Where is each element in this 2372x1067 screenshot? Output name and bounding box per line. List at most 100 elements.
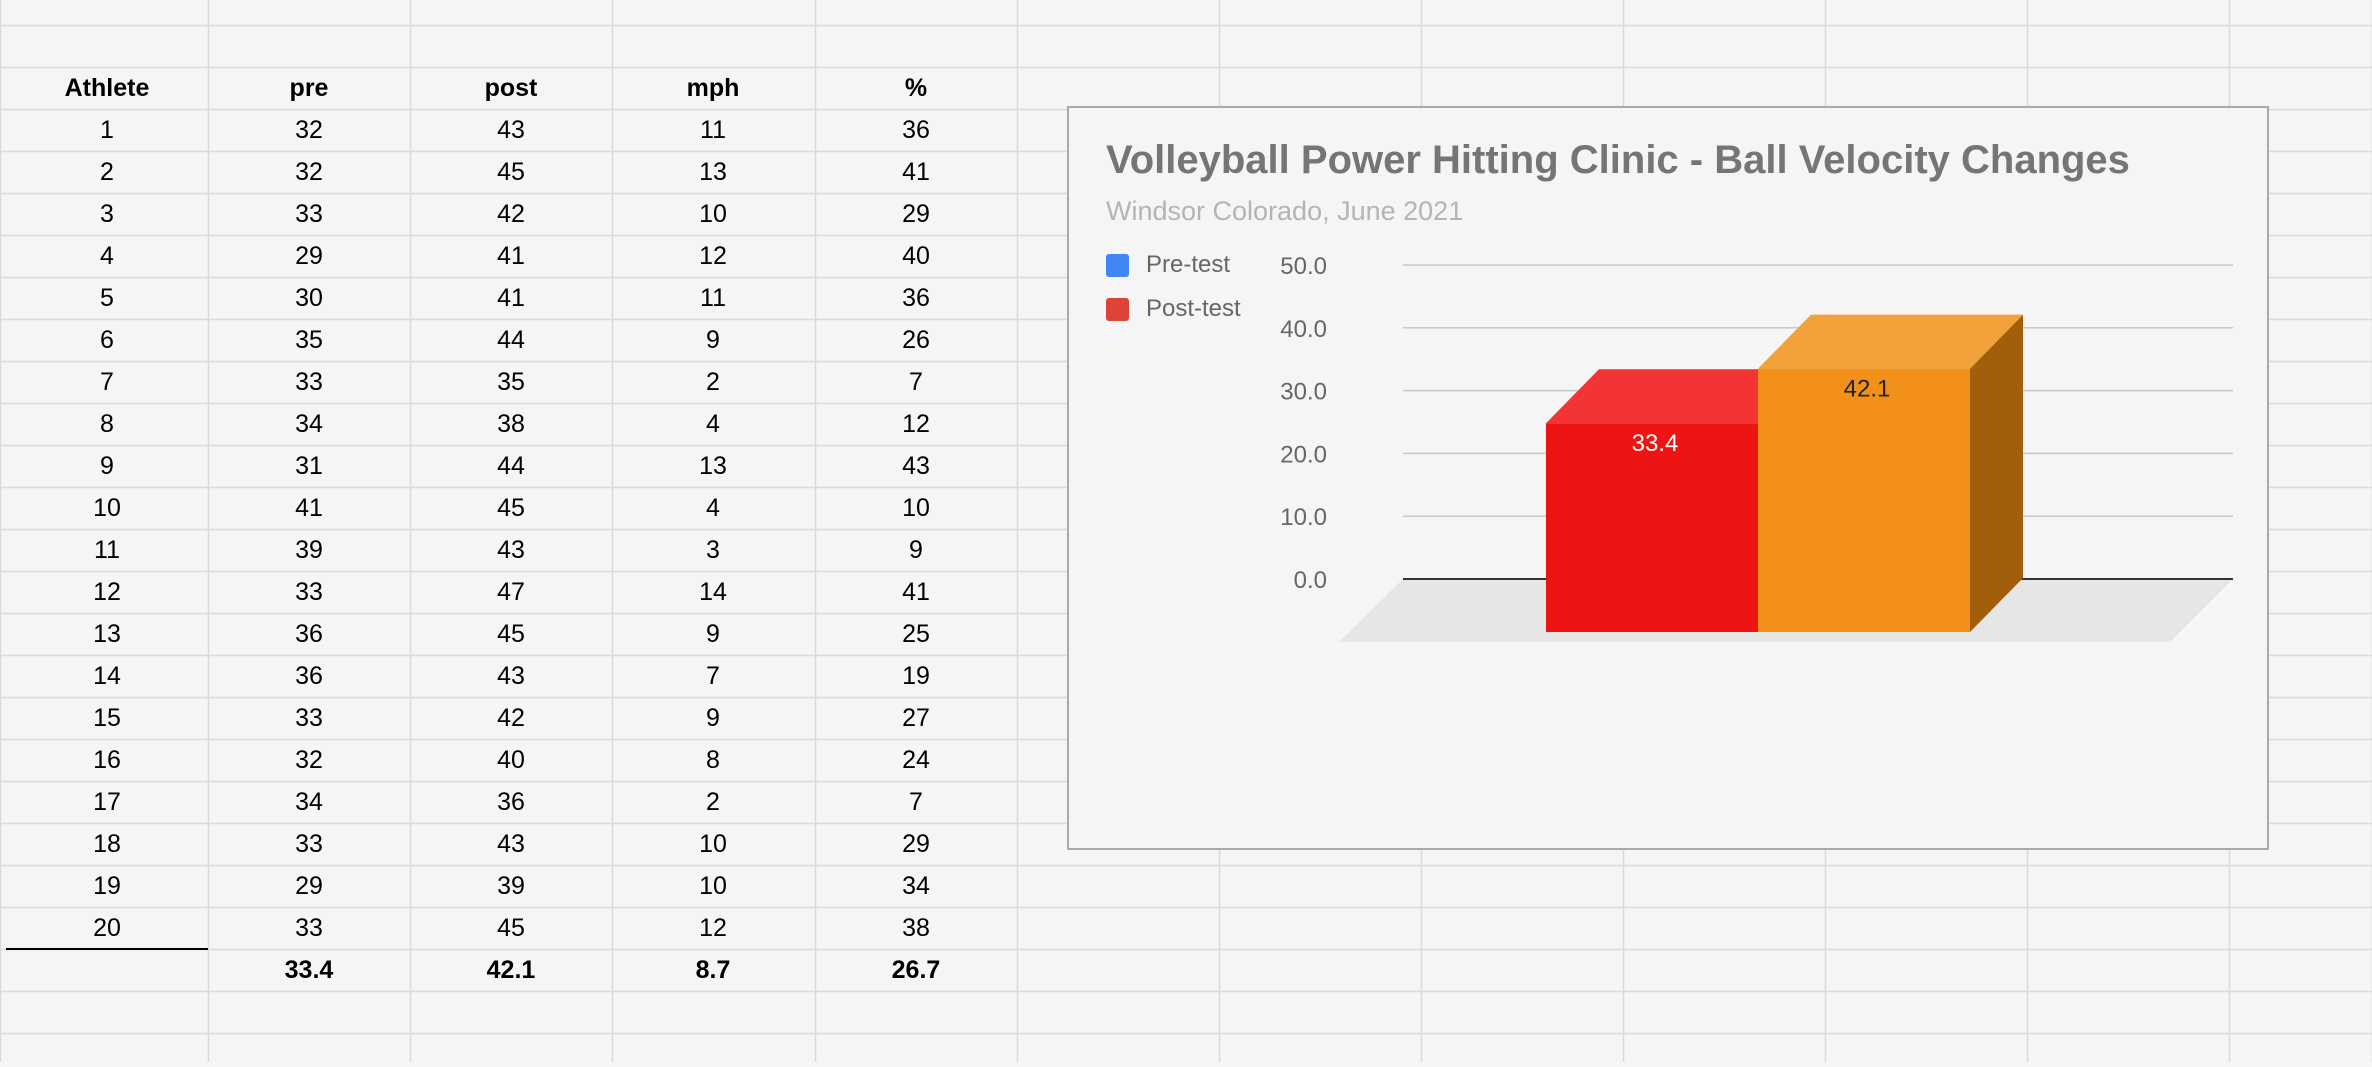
table-cell[interactable]: 29	[295, 241, 323, 270]
table-cell[interactable]: 41	[497, 241, 525, 270]
table-cell[interactable]: 45	[497, 913, 525, 942]
table-cell[interactable]: 29	[902, 199, 930, 228]
table-cell[interactable]: 43	[497, 661, 525, 690]
table-cell[interactable]: 38	[902, 913, 930, 942]
table-cell[interactable]: 33	[295, 829, 323, 858]
table-cell[interactable]: 47	[497, 577, 525, 606]
table-cell[interactable]: 41	[497, 283, 525, 312]
table-cell[interactable]: 7	[909, 787, 923, 816]
table-cell[interactable]: 32	[295, 115, 323, 144]
table-cell[interactable]: 13	[699, 451, 727, 480]
table-cell[interactable]: 10	[699, 871, 727, 900]
table-cell[interactable]: 19	[93, 871, 121, 900]
table-cell[interactable]: 42	[497, 199, 525, 228]
table-cell[interactable]: 41	[902, 157, 930, 186]
table-cell[interactable]: 10	[699, 829, 727, 858]
table-cell[interactable]: 1	[100, 115, 114, 144]
table-cell[interactable]: 45	[497, 493, 525, 522]
table-cell[interactable]: 11	[700, 115, 726, 144]
table-cell[interactable]: 26	[902, 325, 930, 354]
table-cell[interactable]: 10	[93, 493, 121, 522]
table-cell[interactable]: 45	[497, 619, 525, 648]
table-cell[interactable]: 43	[902, 451, 930, 480]
table-cell[interactable]: 11	[94, 535, 120, 564]
table-cell[interactable]: 40	[497, 745, 525, 774]
table-cell[interactable]: 9	[706, 619, 720, 648]
table-cell[interactable]: 29	[902, 829, 930, 858]
total-cell[interactable]	[6, 949, 208, 991]
table-cell[interactable]: 12	[902, 409, 930, 438]
table-cell[interactable]: 33	[295, 703, 323, 732]
table-cell[interactable]: 2	[100, 157, 114, 186]
table-cell[interactable]: 36	[295, 661, 323, 690]
table-cell[interactable]: 12	[699, 913, 727, 942]
table-cell[interactable]: 18	[93, 829, 121, 858]
table-cell[interactable]: 27	[902, 703, 930, 732]
table-cell[interactable]: 33	[295, 913, 323, 942]
table-cell[interactable]: 33	[295, 367, 323, 396]
table-cell[interactable]: 38	[497, 409, 525, 438]
table-cell[interactable]: 41	[295, 493, 323, 522]
table-cell[interactable]: 29	[295, 871, 323, 900]
table-cell[interactable]: 12	[699, 241, 727, 270]
table-cell[interactable]: 34	[902, 871, 930, 900]
table-cell[interactable]: 3	[706, 535, 720, 564]
table-cell[interactable]: 44	[497, 451, 525, 480]
table-cell[interactable]: 36	[295, 619, 323, 648]
table-cell[interactable]: 14	[699, 577, 727, 606]
table-cell[interactable]: 9	[100, 451, 114, 480]
table-cell[interactable]: 11	[700, 283, 726, 312]
table-cell[interactable]: 3	[100, 199, 114, 228]
table-cell[interactable]: 45	[497, 157, 525, 186]
total-cell[interactable]: 33.4	[284, 955, 334, 984]
table-cell[interactable]: 6	[100, 325, 114, 354]
table-cell[interactable]: 39	[295, 535, 323, 564]
column-header[interactable]: post	[484, 73, 538, 102]
table-cell[interactable]: 2	[706, 367, 720, 396]
total-cell[interactable]: 26.7	[891, 955, 941, 984]
table-cell[interactable]: 9	[706, 325, 720, 354]
table-cell[interactable]: 10	[699, 199, 727, 228]
total-cell[interactable]: 42.1	[486, 955, 536, 984]
table-cell[interactable]: 32	[295, 745, 323, 774]
table-cell[interactable]: 43	[497, 115, 525, 144]
table-cell[interactable]: 13	[93, 619, 121, 648]
table-cell[interactable]: 32	[295, 157, 323, 186]
table-cell[interactable]: 9	[706, 703, 720, 732]
total-cell[interactable]: 8.7	[695, 955, 731, 984]
table-cell[interactable]: 8	[100, 409, 114, 438]
legend-item-pre-test[interactable]: Pre-test	[1106, 251, 1230, 279]
table-cell[interactable]: 4	[100, 241, 114, 270]
table-cell[interactable]: 7	[706, 661, 720, 690]
table-cell[interactable]: 40	[902, 241, 930, 270]
legend-item-post-test[interactable]: Post-test	[1106, 295, 1241, 323]
table-cell[interactable]: 4	[706, 493, 720, 522]
table-cell[interactable]: 24	[902, 745, 930, 774]
table-cell[interactable]: 12	[93, 577, 121, 606]
chart-container[interactable]: 0.0 10.0 20.0 30.0 40.0 50.0 33.4 42.1 Volleyba…	[1067, 106, 2269, 850]
table-cell[interactable]: 10	[902, 493, 930, 522]
table-cell[interactable]: 39	[497, 871, 525, 900]
table-cell[interactable]: 9	[909, 535, 923, 564]
table-cell[interactable]: 30	[295, 283, 323, 312]
table-cell[interactable]: 35	[295, 325, 323, 354]
table-cell[interactable]: 15	[93, 703, 121, 732]
column-header[interactable]: %	[904, 73, 928, 102]
table-cell[interactable]: 36	[497, 787, 525, 816]
table-cell[interactable]: 17	[93, 787, 121, 816]
table-cell[interactable]: 7	[100, 367, 114, 396]
column-header[interactable]: mph	[686, 73, 740, 102]
table-cell[interactable]: 42	[497, 703, 525, 732]
table-cell[interactable]: 13	[699, 157, 727, 186]
table-cell[interactable]: 19	[902, 661, 930, 690]
table-cell[interactable]: 44	[497, 325, 525, 354]
table-cell[interactable]: 20	[93, 913, 121, 942]
table-cell[interactable]: 25	[902, 619, 930, 648]
column-header[interactable]: pre	[289, 73, 329, 102]
table-cell[interactable]: 16	[93, 745, 121, 774]
table-cell[interactable]: 33	[295, 199, 323, 228]
table-cell[interactable]: 31	[295, 451, 323, 480]
table-cell[interactable]: 36	[902, 115, 930, 144]
table-cell[interactable]: 8	[706, 745, 720, 774]
table-cell[interactable]: 36	[902, 283, 930, 312]
